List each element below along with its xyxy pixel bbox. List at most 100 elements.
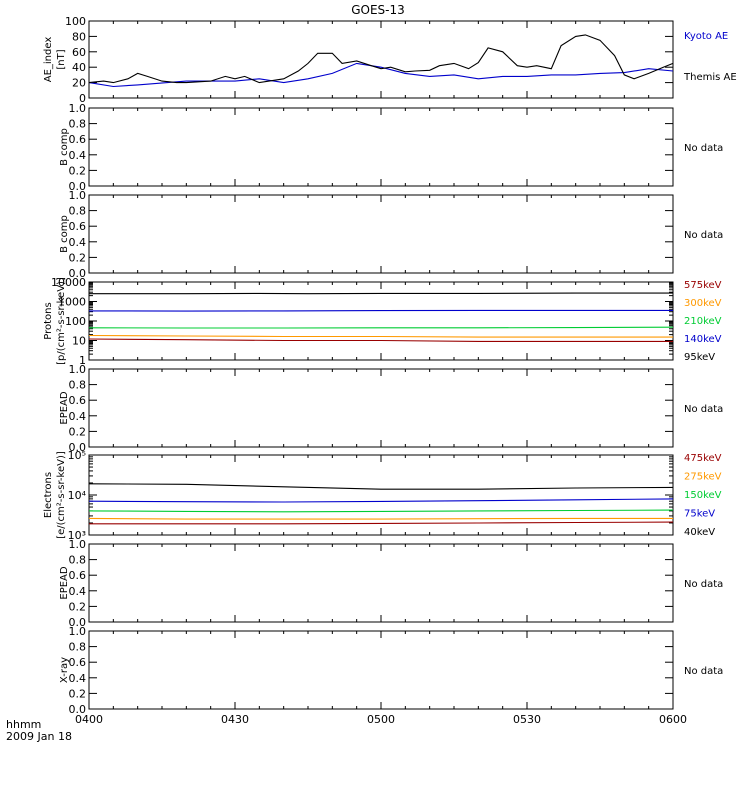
y-tick-label: 0.0 xyxy=(69,616,87,629)
y-axis-label: EPEAD xyxy=(59,391,70,425)
series-line-150kev xyxy=(88,509,674,513)
series-line-kyoto-ae xyxy=(88,62,674,88)
x-tick-label: 0600 xyxy=(659,713,687,726)
panels: 0 20 40 60 80 100 AE_index [nT] Kyoto AE Themis A… xyxy=(43,15,737,726)
plot-frame xyxy=(88,20,674,99)
no-data-label: No data xyxy=(684,666,723,677)
y-tick-label: 60 xyxy=(72,46,86,59)
y-axis-label: B comp xyxy=(59,215,70,253)
y-tick-label: 0.4 xyxy=(69,236,87,249)
y-tick-label: 0.8 xyxy=(69,641,87,654)
series-line-300kev xyxy=(88,334,673,338)
legend-entry: 275keV xyxy=(684,472,722,483)
y-tick-label: 0.4 xyxy=(69,149,87,162)
y-tick-label: 0.2 xyxy=(69,425,87,438)
xaxis-hhmm-label: hhmm xyxy=(6,718,41,731)
panel-epead1: 0.0 0.2 0.4 0.6 0.8 1.0 EPEAD No data xyxy=(59,363,723,454)
y-tick-label: 1 xyxy=(79,354,86,367)
y-tick-label: 0.0 xyxy=(69,703,87,716)
no-data-label: No data xyxy=(684,230,723,241)
legend-entry: 40keV xyxy=(684,527,715,538)
panel-electrons: 10³ 10⁴ 10⁵ Electrons [e/(cm²-s-sr-keV)] 475k… xyxy=(43,449,722,542)
panel-bcomp2: 0.0 0.2 0.4 0.6 0.8 1.0 B comp No data xyxy=(59,189,723,280)
series-line-75kev xyxy=(88,498,674,503)
y-tick-label: 0.0 xyxy=(69,267,87,280)
no-data-label: No data xyxy=(684,579,723,590)
y-axis-label: EPEAD xyxy=(59,566,70,600)
y-axis-label: X-ray xyxy=(59,657,70,683)
y-tick-label: 1.0 xyxy=(69,363,87,376)
y-tick-label: 0.2 xyxy=(69,600,87,613)
no-data-label: No data xyxy=(684,143,723,154)
y-axis-label: Protons xyxy=(43,302,54,339)
y-axis-unit-label: [e/(cm²-s-sr-keV)] xyxy=(56,451,67,539)
y-axis-unit-label: [p/(cm²-s-sr-keV)] xyxy=(56,277,67,365)
y-tick-label: 10³ xyxy=(68,529,86,542)
legend-entry: Themis AE xyxy=(683,72,737,83)
y-tick-label: 10⁴ xyxy=(68,489,87,502)
y-tick-label: 0.2 xyxy=(69,251,87,264)
plot-frame xyxy=(88,543,674,623)
y-tick-label: 0.6 xyxy=(69,133,87,146)
legend-entry: 210keV xyxy=(684,316,722,327)
no-data-label: No data xyxy=(684,404,723,415)
y-tick-label: 1000 xyxy=(58,296,86,309)
panel-bcomp1: 0.0 0.2 0.4 0.6 0.8 1.0 B comp No data xyxy=(59,102,723,193)
y-tick-label: 0 xyxy=(79,92,86,105)
y-tick-label: 0.4 xyxy=(69,585,87,598)
legend-entry: 75keV xyxy=(684,509,715,520)
series-line-95kev xyxy=(89,292,673,295)
y-tick-label: 10 xyxy=(72,335,86,348)
legend-entry: 475keV xyxy=(684,453,722,464)
legend-entry: 95keV xyxy=(684,352,715,363)
y-tick-label: 0.8 xyxy=(69,118,87,131)
panel-ae: 0 20 40 60 80 100 AE_index [nT] Kyoto AE Themis A… xyxy=(43,15,737,105)
y-tick-label: 0.8 xyxy=(69,205,87,218)
series-line-40kev xyxy=(88,483,674,490)
y-tick-label: 0.4 xyxy=(69,410,87,423)
x-tick-label: 0530 xyxy=(513,713,541,726)
y-tick-label: 0.4 xyxy=(69,672,87,685)
y-tick-label: 0.0 xyxy=(69,441,87,454)
panel-protons: 1 10 100 1000 10000 Protons [p/(cm²-s-sr-keV)]… xyxy=(43,276,722,367)
y-tick-label: 10000 xyxy=(51,276,86,289)
legend-entry: 150keV xyxy=(684,490,722,501)
footer-date: 2009 Jan 18 xyxy=(6,730,72,743)
legend-entry: 300keV xyxy=(684,298,722,309)
y-tick-label: 1.0 xyxy=(69,625,87,638)
y-tick-label: 100 xyxy=(65,15,86,28)
legend-entry: 140keV xyxy=(684,334,722,345)
y-tick-label: 10⁵ xyxy=(68,449,86,462)
panel-xray: 0.0 0.2 0.4 0.6 0.8 1.0 X-ray No data 0400 0430 05… xyxy=(59,625,723,726)
y-axis-unit-label: [nT] xyxy=(56,49,67,69)
series-line-140kev xyxy=(88,309,673,312)
y-axis-label: AE_index xyxy=(43,37,54,83)
y-tick-label: 0.2 xyxy=(69,164,87,177)
x-tick-label: 0500 xyxy=(367,713,395,726)
x-tick-label: 0430 xyxy=(221,713,249,726)
series-line-210kev xyxy=(88,326,674,329)
y-tick-label: 0.8 xyxy=(69,554,87,567)
y-tick-label: 0.6 xyxy=(69,656,87,669)
y-tick-label: 40 xyxy=(72,61,86,74)
y-axis-label: Electrons xyxy=(43,472,54,518)
plot-frame xyxy=(88,194,674,274)
legend-entry: 575keV xyxy=(684,280,722,291)
plot-frame xyxy=(88,107,674,187)
y-tick-label: 0.6 xyxy=(69,394,87,407)
panel-epead2: 0.0 0.2 0.4 0.6 0.8 1.0 EPEAD No data xyxy=(59,538,723,629)
legend-entry: Kyoto AE xyxy=(684,31,728,42)
y-tick-label: 1.0 xyxy=(69,538,87,551)
series-line-475kev xyxy=(89,521,674,525)
y-tick-label: 1.0 xyxy=(69,102,87,115)
y-tick-label: 100 xyxy=(65,315,86,328)
y-tick-label: 0.6 xyxy=(69,569,87,582)
x-tick-label: 0400 xyxy=(75,713,103,726)
plot-frame xyxy=(88,630,674,710)
series-line-275kev xyxy=(88,517,673,520)
y-axis-label: B comp xyxy=(59,128,70,166)
y-tick-label: 0.6 xyxy=(69,220,87,233)
series-line-themis-ae xyxy=(88,34,674,84)
y-tick-label: 0.0 xyxy=(69,180,87,193)
